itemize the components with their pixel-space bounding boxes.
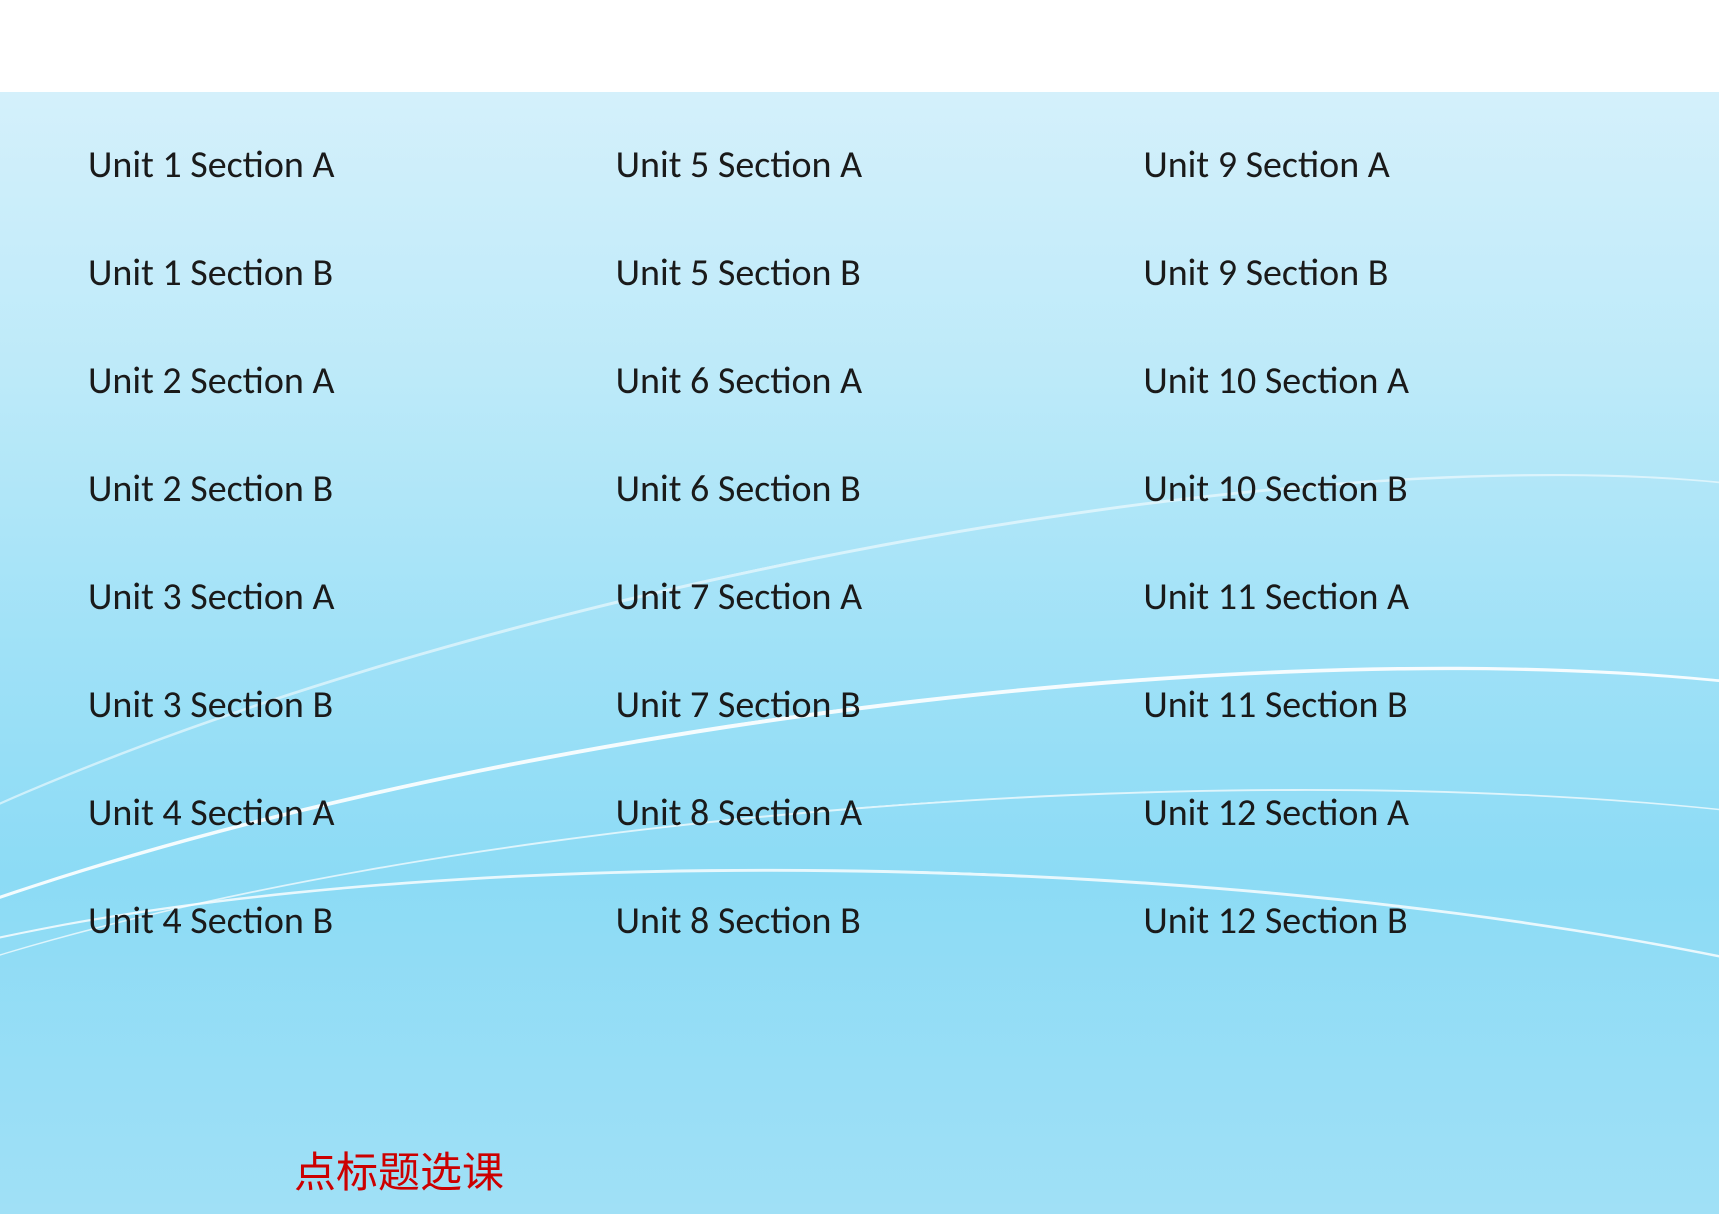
unit-link[interactable]: Unit 2 Section B (88, 466, 576, 512)
unit-link[interactable]: Unit 12 Section B (1143, 898, 1631, 944)
unit-link[interactable]: Unit 10 Section B (1143, 466, 1631, 512)
unit-link[interactable]: Unit 6 Section B (616, 466, 1104, 512)
unit-link[interactable]: Unit 4 Section B (88, 898, 576, 944)
footer-instruction: 点标题选课 (294, 1139, 504, 1200)
unit-link[interactable]: Unit 9 Section A (1143, 142, 1631, 188)
unit-column-3: Unit 9 Section A Unit 9 Section B Unit 1… (1143, 142, 1631, 944)
unit-link[interactable]: Unit 1 Section A (88, 142, 576, 188)
unit-link[interactable]: Unit 6 Section A (616, 358, 1104, 404)
unit-link-grid: Unit 1 Section A Unit 1 Section B Unit 2… (0, 92, 1719, 944)
unit-link[interactable]: Unit 3 Section B (88, 682, 576, 728)
unit-column-1: Unit 1 Section A Unit 1 Section B Unit 2… (88, 142, 576, 944)
unit-link[interactable]: Unit 11 Section A (1143, 574, 1631, 620)
unit-link[interactable]: Unit 1 Section B (88, 250, 576, 296)
unit-link[interactable]: Unit 7 Section A (616, 574, 1104, 620)
unit-link[interactable]: Unit 8 Section B (616, 898, 1104, 944)
slide-canvas: Unit 1 Section A Unit 1 Section B Unit 2… (0, 92, 1719, 1214)
unit-link[interactable]: Unit 4 Section A (88, 790, 576, 836)
unit-link[interactable]: Unit 12 Section A (1143, 790, 1631, 836)
unit-link[interactable]: Unit 8 Section A (616, 790, 1104, 836)
unit-link[interactable]: Unit 5 Section A (616, 142, 1104, 188)
unit-link[interactable]: Unit 2 Section A (88, 358, 576, 404)
unit-column-2: Unit 5 Section A Unit 5 Section B Unit 6… (616, 142, 1104, 944)
unit-link[interactable]: Unit 7 Section B (616, 682, 1104, 728)
unit-link[interactable]: Unit 11 Section B (1143, 682, 1631, 728)
unit-link[interactable]: Unit 9 Section B (1143, 250, 1631, 296)
unit-link[interactable]: Unit 3 Section A (88, 574, 576, 620)
slide-wrapper: Unit 1 Section A Unit 1 Section B Unit 2… (0, 0, 1719, 1214)
unit-link[interactable]: Unit 5 Section B (616, 250, 1104, 296)
unit-link[interactable]: Unit 10 Section A (1143, 358, 1631, 404)
